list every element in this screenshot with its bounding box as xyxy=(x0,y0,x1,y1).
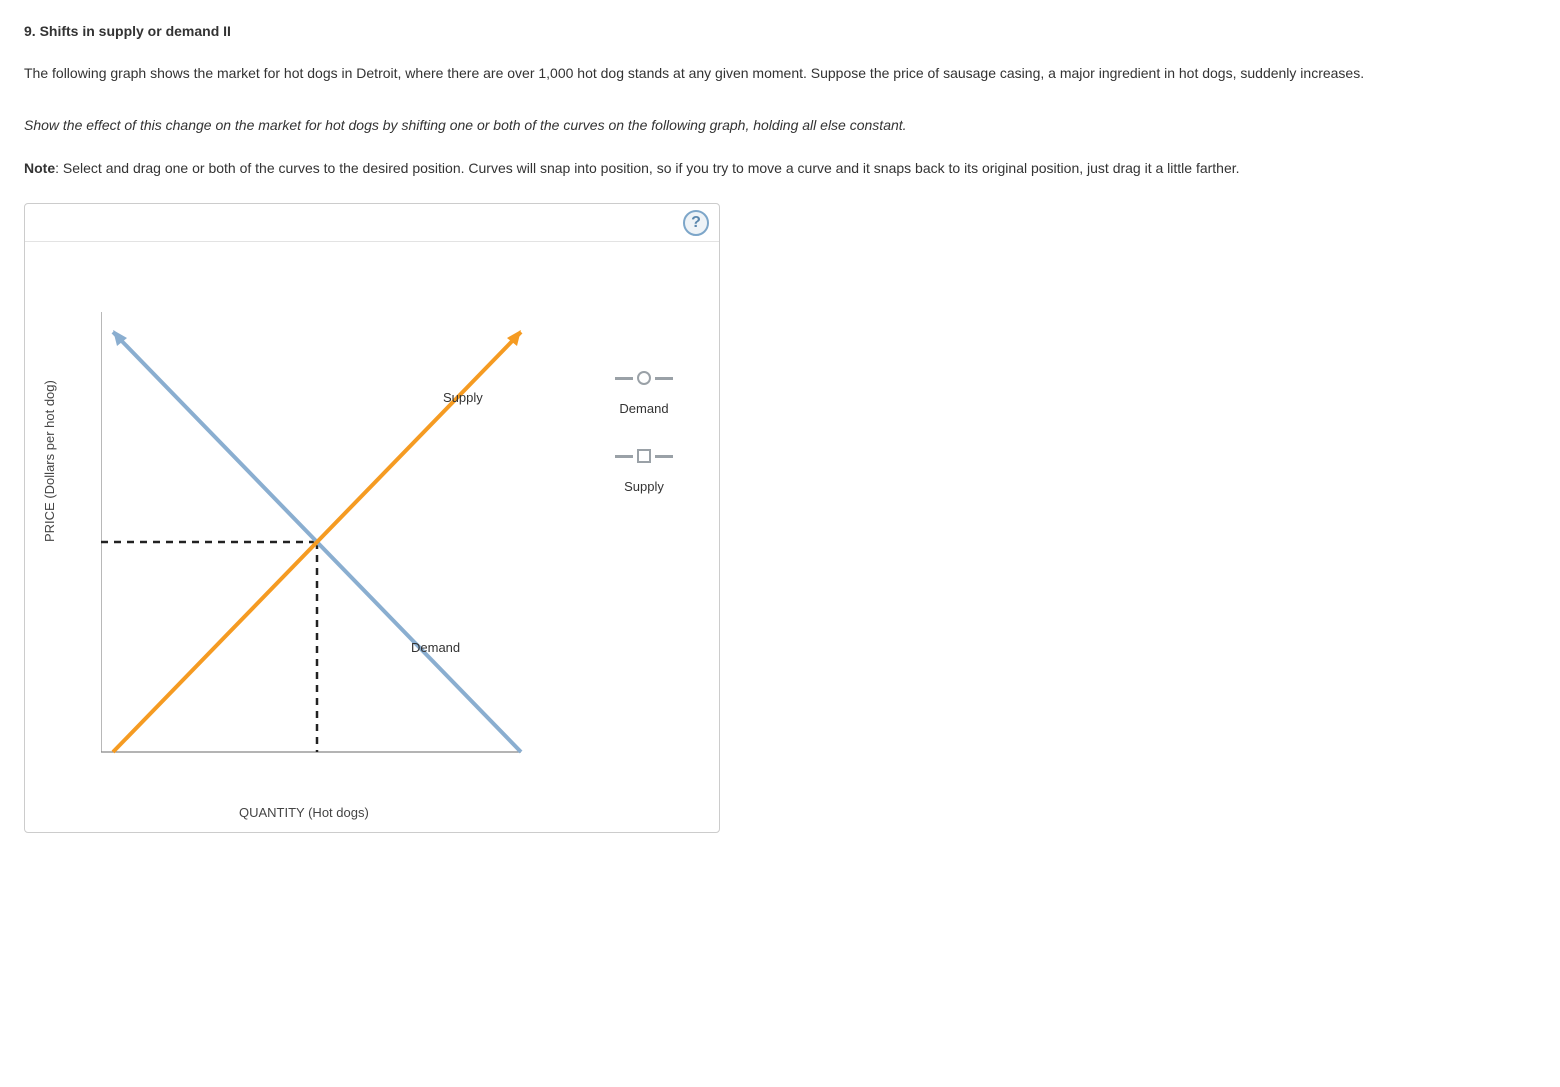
question-body: The following graph shows the market for… xyxy=(24,62,1536,86)
supply-curve-label: Supply xyxy=(443,390,483,405)
question-title: 9. Shifts in supply or demand II xyxy=(24,20,1536,44)
demand-curve-label: Demand xyxy=(411,640,460,655)
plot-svg: Demand Supply xyxy=(101,302,541,772)
graph-panel: ? PRICE (Dollars per hot dog) QUANTITY (… xyxy=(24,203,720,833)
square-marker-icon xyxy=(637,449,651,463)
chart-area: PRICE (Dollars per hot dog) QUANTITY (Ho… xyxy=(25,242,719,832)
legend-demand[interactable]: Demand xyxy=(615,366,673,420)
x-axis-label: QUANTITY (Hot dogs) xyxy=(239,802,369,824)
legend: Demand Supply xyxy=(615,366,673,522)
legend-demand-label: Demand xyxy=(615,398,673,420)
legend-supply[interactable]: Supply xyxy=(615,444,673,498)
legend-supply-label: Supply xyxy=(615,476,673,498)
circle-marker-icon xyxy=(637,371,651,385)
legend-demand-line-icon xyxy=(615,371,673,385)
graph-toolbar: ? xyxy=(25,204,719,242)
note-label: Note xyxy=(24,160,55,176)
question-note: Note: Select and drag one or both of the… xyxy=(24,157,1536,181)
y-axis-label: PRICE (Dollars per hot dog) xyxy=(39,380,61,542)
legend-supply-line-icon xyxy=(615,449,673,463)
help-button[interactable]: ? xyxy=(683,210,709,236)
question-instruction: Show the effect of this change on the ma… xyxy=(24,114,1536,138)
note-text: : Select and drag one or both of the cur… xyxy=(55,160,1239,176)
